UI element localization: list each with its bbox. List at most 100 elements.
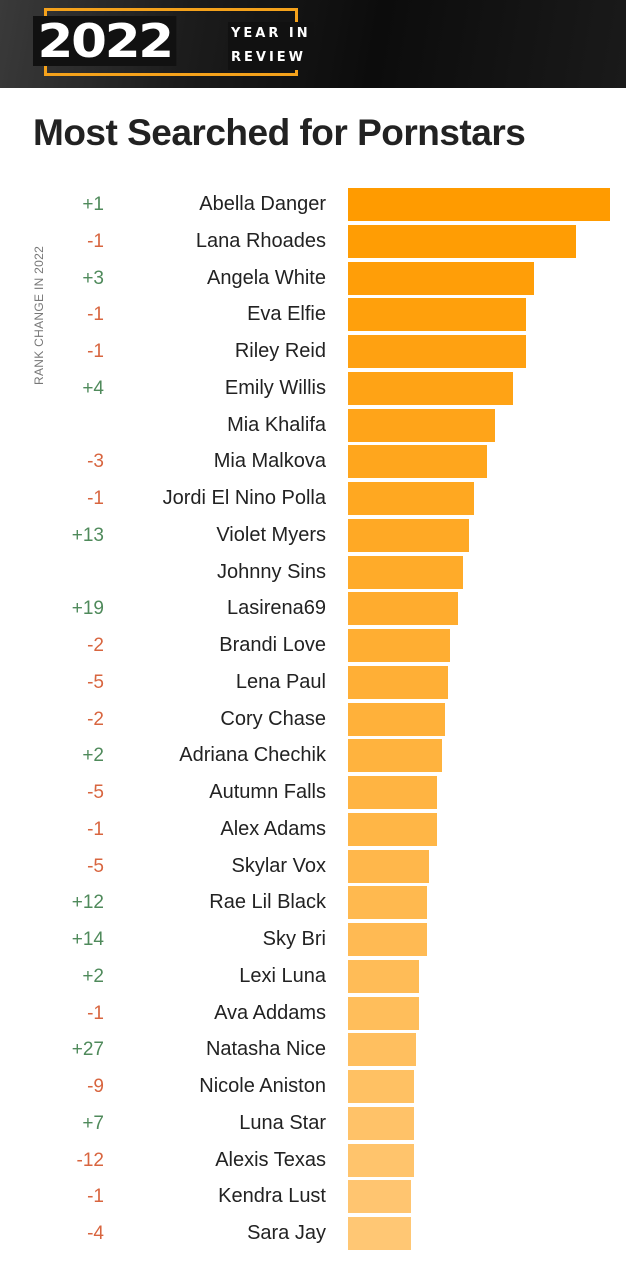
bar-row: +12 Rae Lil Black [0,886,626,920]
category-label: Sara Jay [247,1222,326,1244]
rank-change-label: +12 [71,892,104,914]
bar-row: -2 Brandi Love [0,629,626,662]
banner-year: 2022 [33,16,177,66]
bar-row: -1 Riley Reid [0,335,626,368]
bar [348,923,427,956]
rank-change-label: +14 [71,929,104,950]
bar [348,224,576,258]
rank-change-label: +19 [71,598,104,620]
rank-change-label: -12 [76,1149,104,1171]
bar-row: +3 Angela White [0,261,626,295]
bar-row: +14 Sky Bri [0,923,626,956]
bar [348,812,438,846]
rank-change-label: -5 [87,671,104,693]
bar-row: -1 Eva Elfie [0,298,626,332]
bar-row: -1 Lana Rhoades [0,224,626,258]
category-label: Lena Paul [235,670,326,693]
category-label: Rae Lil Black [209,891,326,914]
rank-change-label: -9 [87,1076,104,1097]
category-label: Brandi Love [219,634,326,656]
category-label: Johnny Sins [217,560,326,583]
rank-change-label: +2 [82,745,104,767]
rank-change-label: +27 [71,1039,104,1061]
rank-change-label: -3 [87,451,104,473]
bar-row: -4 Sara Jay [0,1217,626,1250]
rank-change-label: +4 [82,377,104,399]
category-label: Riley Reid [234,340,326,362]
bar [348,445,487,479]
bar-row: -12 Alexis Texas [0,1143,626,1177]
rank-change-label: -1 [87,1002,104,1024]
bar [348,592,459,626]
bar-row: Mia Khalifa [0,408,626,442]
bar-row: -2 Cory Chase [0,702,626,736]
category-label: Kendra Lust [218,1185,326,1208]
category-label: Violet Myers [216,523,326,546]
rank-change-label: +7 [82,1112,104,1134]
bar [348,1070,414,1103]
bar-row: +2 Lexi Luna [0,959,626,993]
rank-change-label: -2 [87,635,104,656]
bar [348,959,419,993]
category-label: Mia Khalifa [227,413,326,436]
bar [348,518,469,552]
rank-change-label: -1 [87,341,104,362]
bar-row: +2 Adriana Chechik [0,739,626,773]
bar [348,1106,414,1140]
rank-change-label: +1 [82,194,104,215]
category-label: Adriana Chechik [179,744,326,767]
year-in-review-banner: 2022 YEAR IN REVIEW [0,0,626,88]
category-label: Eva Elfie [247,303,326,326]
bar-row: -1 Alex Adams [0,812,626,846]
category-label: Angela White [207,266,326,289]
bar-row: Johnny Sins [0,555,626,589]
category-label: Lasirena69 [227,597,326,620]
bar [348,996,419,1030]
category-label: Mia Malkova [213,450,326,473]
rank-change-label: +2 [82,965,104,987]
category-label: Jordi El Nino Polla [162,487,326,509]
category-label: Sky Bri [262,928,326,950]
rank-change-label: -1 [87,304,104,326]
bar [348,886,427,920]
category-label: Ava Addams [214,1001,326,1024]
bar-row: -1 Jordi El Nino Polla [0,482,626,515]
bar-row: +27 Natasha Nice [0,1033,626,1067]
bar [348,776,438,809]
rank-change-label: +13 [71,524,104,546]
category-label: Cory Chase [220,707,326,730]
bar-row: +7 Luna Star [0,1106,626,1140]
rank-change-label: -5 [87,782,104,803]
bar-row: -5 Lena Paul [0,665,626,699]
bar [348,298,527,332]
bar [348,371,514,405]
rank-change-label: -1 [87,1186,104,1208]
bar-row: +19 Lasirena69 [0,592,626,626]
bar-row: +1 Abella Danger [0,188,626,221]
bar [348,1217,411,1250]
rank-change-label: -5 [87,855,104,877]
category-label: Luna Star [239,1111,326,1134]
bar [348,482,474,515]
banner-tagline: YEAR IN REVIEW [228,22,314,70]
category-label: Skylar Vox [231,854,326,877]
bar [348,1143,414,1177]
category-label: Alexis Texas [215,1148,326,1171]
rank-change-label: -1 [87,818,104,840]
category-label: Abella Danger [199,193,326,215]
bar-row: -1 Ava Addams [0,996,626,1030]
bar [348,1033,417,1067]
category-label: Nicole Aniston [199,1075,326,1097]
bar-row: +13 Violet Myers [0,518,626,552]
bar [348,335,527,368]
category-label: Alex Adams [220,817,326,840]
bar-row: -9 Nicole Aniston [0,1070,626,1103]
category-label: Emily Willis [224,376,326,399]
bar [348,555,464,589]
category-label: Lexi Luna [239,964,326,987]
bar [348,629,451,662]
bar-row: -1 Kendra Lust [0,1180,626,1214]
rank-change-label: -1 [87,488,104,509]
rank-change-label: -4 [87,1223,104,1244]
bar-row: -5 Skylar Vox [0,849,626,883]
